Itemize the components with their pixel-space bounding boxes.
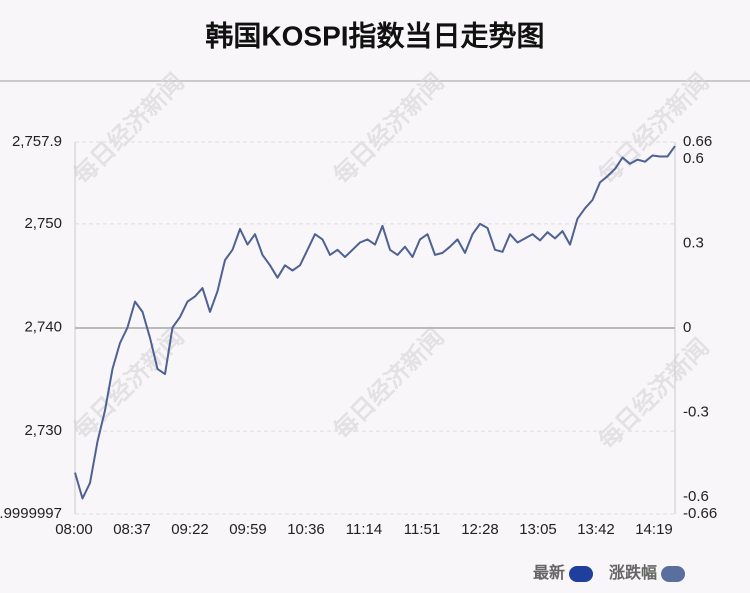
chart-title: 韩国KOSPI指数当日走势图 [205, 20, 544, 51]
x-tick-label: 08:00 [55, 521, 93, 538]
x-tick-label: 11:14 [346, 521, 382, 538]
x-tick-label: 14:19 [635, 521, 673, 538]
y-tick-label: 2,730 [24, 422, 62, 439]
x-tick-label: 10:36 [287, 521, 325, 538]
legend-label: 涨跌幅 [609, 563, 657, 582]
x-tick-label: 09:22 [171, 521, 209, 538]
y-tick-label: 2,740 [24, 318, 62, 335]
y2-tick-label: -0.6 [683, 488, 709, 505]
x-tick-label: 09:59 [229, 521, 267, 538]
x-tick-label: 13:05 [519, 521, 557, 538]
x-tick-label: 11:51 [404, 521, 440, 538]
legend-swatch [569, 566, 594, 582]
y2-tick-label: 0.3 [683, 234, 704, 251]
x-tick-label: 12:28 [461, 521, 499, 538]
x-tick-label: 13:42 [577, 521, 615, 538]
y2-tick-label: -0.66 [683, 505, 717, 522]
y-tick-label: 2,721.9999997 [0, 505, 62, 522]
y-tick-label: 2,750 [24, 215, 62, 232]
y2-tick-label: 0.66 [683, 133, 712, 150]
price-line [74, 145, 676, 500]
legend-label: 最新 [533, 563, 565, 582]
y2-tick-label: 0.6 [683, 150, 704, 167]
y-tick-label: 2,757.9 [12, 133, 62, 150]
y2-tick-label: 0 [683, 319, 691, 336]
x-tick-label: 08:37 [113, 521, 151, 538]
y2-tick-label: -0.3 [683, 404, 709, 421]
legend-swatch [661, 566, 686, 582]
